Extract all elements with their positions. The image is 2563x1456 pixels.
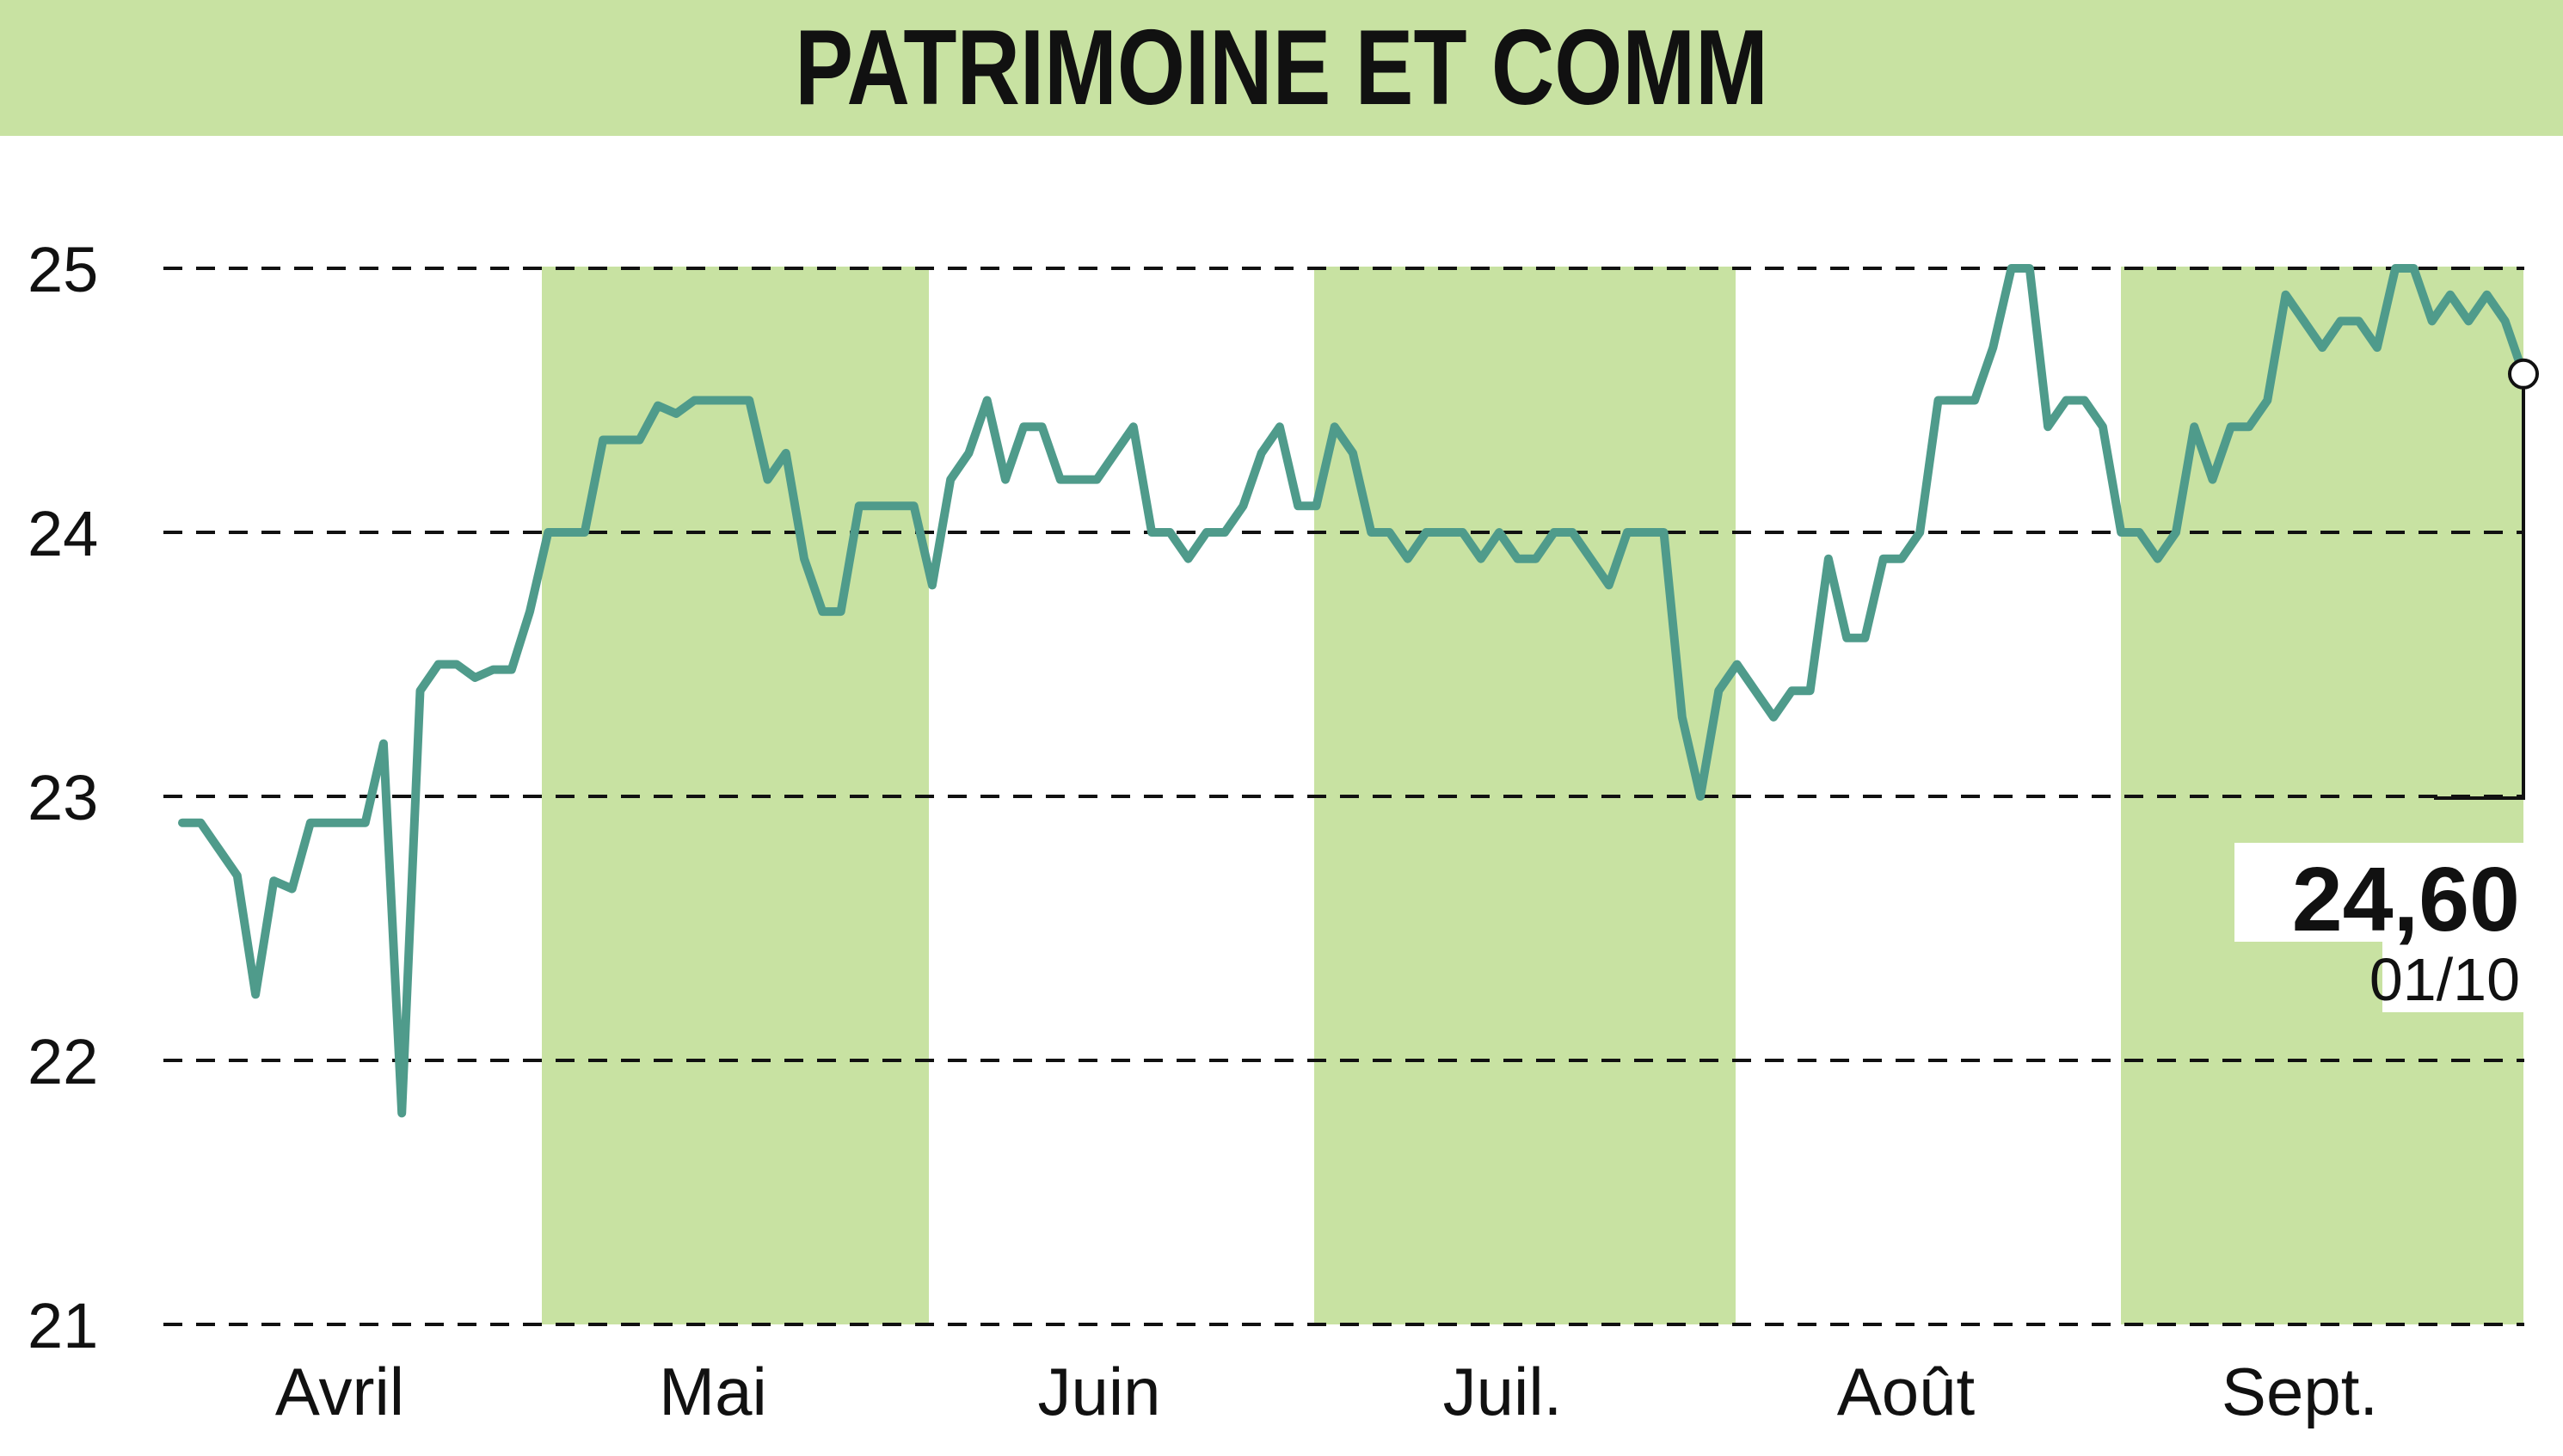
date-box: [2382, 942, 2525, 1012]
month-label: Avril: [275, 1354, 404, 1429]
month-label: Mai: [659, 1354, 767, 1429]
month-label: Août: [1837, 1354, 1976, 1429]
x-axis-months: Avril Mai Juin Juil. Août Sept.: [275, 1354, 2378, 1429]
y-tick-label: 23: [28, 762, 98, 833]
last-value-label: 24,60: [2292, 849, 2520, 950]
month-label: Sept.: [2222, 1354, 2378, 1429]
month-label: Juil.: [1443, 1354, 1563, 1429]
y-tick-label: 22: [28, 1026, 98, 1097]
y-tick-label: 21: [28, 1290, 98, 1361]
chart-title: PATRIMOINE ET COMM: [795, 9, 1768, 127]
price-series: [178, 264, 2528, 1118]
y-axis-ticks: 25 24 23 22 21: [28, 234, 98, 1361]
last-point-marker: [2508, 358, 2539, 390]
month-label: Juin: [1037, 1354, 1160, 1429]
title-bar: PATRIMOINE ET COMM: [0, 0, 2563, 136]
leader-line: [2434, 373, 2525, 800]
y-tick-label: 25: [28, 234, 98, 305]
last-date-label: 01/10: [2369, 946, 2520, 1013]
value-box: [2234, 843, 2525, 942]
price-line: [178, 264, 2528, 1118]
y-tick-label: 24: [28, 498, 98, 569]
